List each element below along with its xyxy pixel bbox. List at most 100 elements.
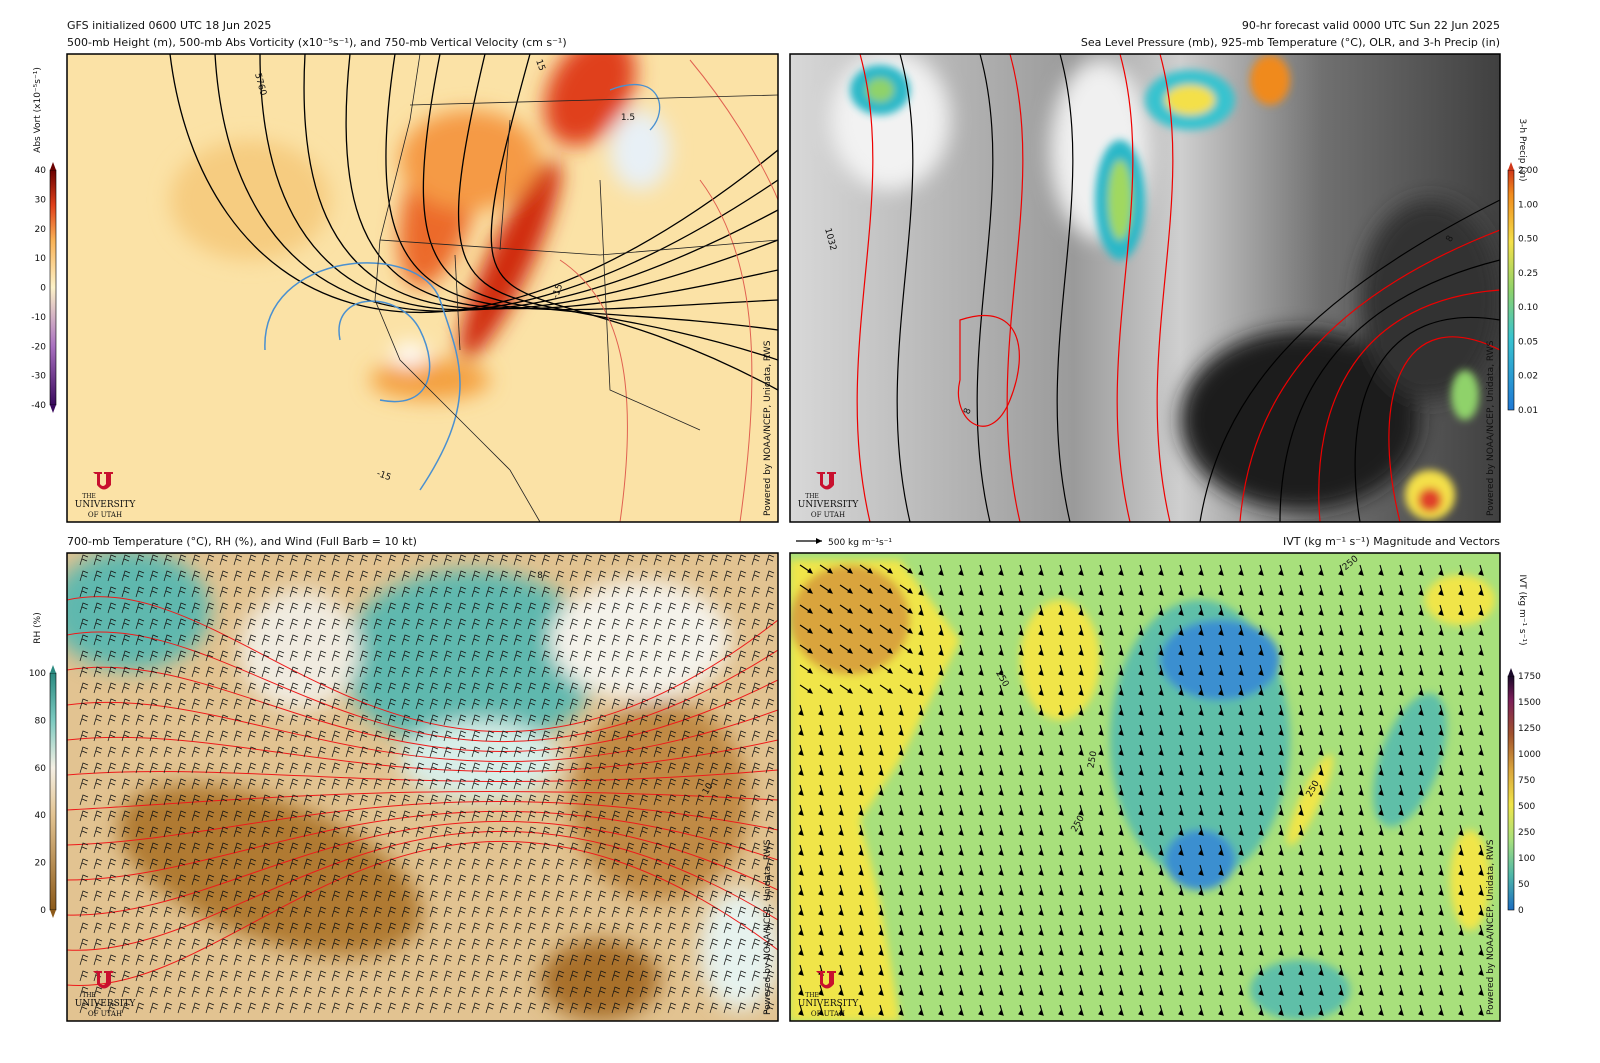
wind-barb — [387, 666, 397, 678]
wind-barb — [261, 586, 271, 598]
wind-barb — [471, 874, 481, 886]
ivt-arrow — [1438, 864, 1445, 876]
temperature-contour — [1388, 336, 1500, 522]
ivt-arrow — [1058, 764, 1065, 776]
ivt-arrow — [1058, 864, 1065, 876]
wind-barb — [541, 906, 551, 918]
ivt-arrow — [1118, 724, 1125, 736]
ivt-arrow — [1178, 924, 1185, 936]
wind-barb — [709, 570, 719, 582]
wind-barb — [527, 602, 537, 614]
ivt-arrow — [1298, 624, 1305, 636]
ivt-arrow — [818, 824, 825, 836]
ivt-arrow — [958, 644, 965, 656]
wind-barb — [373, 842, 383, 854]
ivt-arrow — [1038, 724, 1045, 736]
ivt-arrow — [1238, 984, 1245, 996]
ivt-arrow — [1438, 1004, 1445, 1016]
height-contour — [457, 54, 778, 361]
wind-barb — [765, 602, 775, 614]
wind-barb — [303, 714, 313, 726]
panel-title: 700-mb Temperature (°C), RH (%), and Win… — [67, 535, 417, 548]
wind-barb — [625, 986, 635, 998]
wind-barb — [345, 922, 355, 934]
wind-barb — [485, 554, 495, 566]
ivt-arrow — [1438, 564, 1445, 576]
wind-barb — [737, 618, 747, 630]
wind-barb — [695, 602, 705, 614]
wind-barb — [247, 666, 257, 678]
wind-barb — [737, 778, 747, 790]
wind-barb — [541, 698, 551, 710]
wind-barb — [177, 858, 187, 870]
wind-barb — [359, 602, 369, 614]
ivt-arrow — [1278, 764, 1285, 776]
wind-barb — [135, 986, 145, 998]
ivt-arrow — [1098, 724, 1105, 736]
ivt-arrow — [1318, 764, 1325, 776]
wind-barb — [275, 650, 285, 662]
wind-barb — [583, 714, 593, 726]
ivt-arrow — [1298, 704, 1305, 716]
wind-barb — [639, 970, 649, 982]
wind-barb — [205, 890, 215, 902]
wind-barb — [79, 602, 89, 614]
wind-barb — [373, 986, 383, 998]
wind-barb — [275, 986, 285, 998]
ivt-arrow — [938, 564, 945, 576]
ivt-arrow — [1078, 564, 1085, 576]
wind-barb — [723, 826, 733, 838]
wind-barb — [79, 682, 89, 694]
wind-barb — [345, 1002, 355, 1014]
reference-arrow-head — [816, 538, 822, 544]
wind-barb — [359, 762, 369, 774]
wind-barb — [345, 890, 355, 902]
ivt-arrow — [898, 784, 905, 796]
ivt-arrow — [1098, 604, 1105, 616]
wind-barb — [331, 938, 341, 950]
wind-barb — [163, 698, 173, 710]
wind-barb — [247, 586, 257, 598]
wind-barb — [569, 602, 579, 614]
wind-barb — [289, 810, 299, 822]
wind-barb — [639, 858, 649, 870]
wind-barb — [191, 890, 201, 902]
height-contour — [169, 54, 778, 313]
wind-barb — [611, 938, 621, 950]
wind-barb — [107, 618, 117, 630]
ivt-arrow — [1078, 764, 1085, 776]
wind-barb — [191, 586, 201, 598]
wind-barb — [359, 794, 369, 806]
ivt-arrow — [1018, 964, 1025, 976]
ivt-arrow — [838, 844, 845, 856]
wind-barb — [107, 858, 117, 870]
wind-barb — [709, 810, 719, 822]
ivt-arrow — [1458, 784, 1465, 796]
wind-barb — [765, 986, 775, 998]
wind-barb — [107, 634, 117, 646]
wind-barb — [415, 602, 425, 614]
wind-barb — [555, 874, 565, 886]
wind-barb — [275, 698, 285, 710]
wind-barb — [499, 874, 509, 886]
wind-barb — [751, 858, 761, 870]
wind-barb — [499, 1002, 509, 1014]
ivt-arrow — [938, 964, 945, 976]
wind-barb — [429, 650, 439, 662]
wind-barb — [345, 874, 355, 886]
ivt-arrow — [1018, 724, 1025, 736]
wind-barb — [597, 778, 607, 790]
ivt-arrow — [1398, 564, 1405, 576]
wind-barb — [415, 666, 425, 678]
ivt-arrow — [1098, 564, 1105, 576]
ivt-arrow — [838, 804, 845, 816]
wind-barb — [121, 714, 131, 726]
wind-barb — [303, 922, 313, 934]
wind-barb — [261, 570, 271, 582]
wind-barb — [107, 1002, 117, 1014]
wind-barb — [751, 826, 761, 838]
wind-barb — [275, 954, 285, 966]
wind-barb — [359, 570, 369, 582]
wind-barb — [485, 746, 495, 758]
wind-barb — [121, 698, 131, 710]
